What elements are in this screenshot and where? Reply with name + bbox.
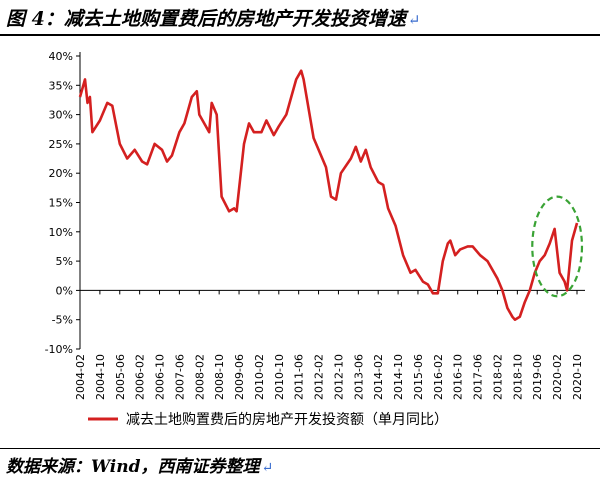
x-tick-label: 2006-10	[154, 354, 167, 400]
top-rule	[0, 34, 600, 36]
return-mark-icon: ↵	[407, 11, 421, 29]
y-tick-label: 35%	[49, 79, 73, 92]
x-tick-label: 2016-02	[432, 354, 445, 400]
x-tick-label: 2016-10	[452, 354, 465, 400]
y-tick-label: 40%	[49, 50, 73, 63]
x-tick-label: 2011-06	[293, 354, 306, 400]
figure-title: 图 4：减去土地购置费后的房地产开发投资增速 ↵	[6, 4, 420, 31]
y-tick-label: 10%	[49, 226, 73, 239]
return-mark-icon: ↵	[261, 460, 274, 476]
x-tick-label: 2008-10	[213, 354, 226, 400]
line-chart: -10% -5% 0% 5% 10% 15% 20% 25% 30% 35% 40% 2004-02…	[45, 50, 585, 428]
x-tick-label: 2018-10	[511, 354, 524, 400]
x-tick-label: 2004-02	[74, 354, 87, 400]
figure-title-text: 图 4：减去土地购置费后的房地产开发投资增速	[6, 8, 406, 30]
x-tick-label: 2009-06	[233, 354, 246, 400]
x-tick-label: 2010-02	[253, 354, 266, 400]
x-tick-label: 2018-02	[491, 354, 504, 400]
series-line	[78, 69, 579, 321]
x-tick-label: 2017-06	[472, 354, 485, 400]
chart-series	[78, 69, 579, 321]
x-tick-label: 2020-10	[571, 354, 584, 400]
bottom-rule	[0, 448, 600, 449]
y-tick-label: 30%	[49, 109, 73, 122]
y-tick-label: 15%	[49, 197, 73, 210]
chart-highlight	[531, 195, 584, 298]
x-axis-ticks: 2004-02 2004-10 2005-06 2006-02 2006-10 2007-…	[74, 290, 584, 400]
x-tick-label: 2010-10	[273, 354, 286, 400]
x-tick-label: 2013-06	[352, 354, 365, 400]
y-tick-label: 25%	[49, 138, 73, 151]
source-note: 数据来源：Wind，西南证券整理 ↵	[6, 452, 273, 477]
x-tick-label: 2019-06	[531, 354, 544, 400]
highlight-ellipse	[531, 195, 584, 298]
x-tick-label: 2014-10	[392, 354, 405, 400]
y-tick-label: 0%	[56, 284, 73, 297]
x-tick-label: 2014-02	[372, 354, 385, 400]
x-tick-label: 2012-02	[313, 354, 326, 400]
y-tick-label: 20%	[49, 167, 73, 180]
x-tick-label: 2012-10	[332, 354, 345, 400]
y-tick-label: -5%	[52, 314, 73, 327]
y-tick-label: 5%	[56, 255, 73, 268]
source-text: 数据来源：Wind，西南证券整理	[6, 457, 260, 477]
x-tick-label: 2020-02	[551, 354, 564, 400]
x-tick-label: 2008-02	[193, 354, 206, 400]
x-tick-label: 2007-06	[173, 354, 186, 400]
chart-legend: 减去土地购置费后的房地产开发投资额（单月同比）	[88, 412, 448, 428]
y-tick-label: -10%	[45, 343, 73, 356]
x-tick-label: 2006-02	[134, 354, 147, 400]
chart-axes	[79, 52, 585, 349]
legend-label: 减去土地购置费后的房地产开发投资额（单月同比）	[126, 412, 448, 428]
y-axis-ticks: -10% -5% 0% 5% 10% 15% 20% 25% 30% 35% 40%	[45, 50, 80, 356]
x-tick-label: 2015-06	[412, 354, 425, 400]
x-tick-label: 2005-06	[114, 354, 127, 400]
x-tick-label: 2004-10	[94, 354, 107, 400]
